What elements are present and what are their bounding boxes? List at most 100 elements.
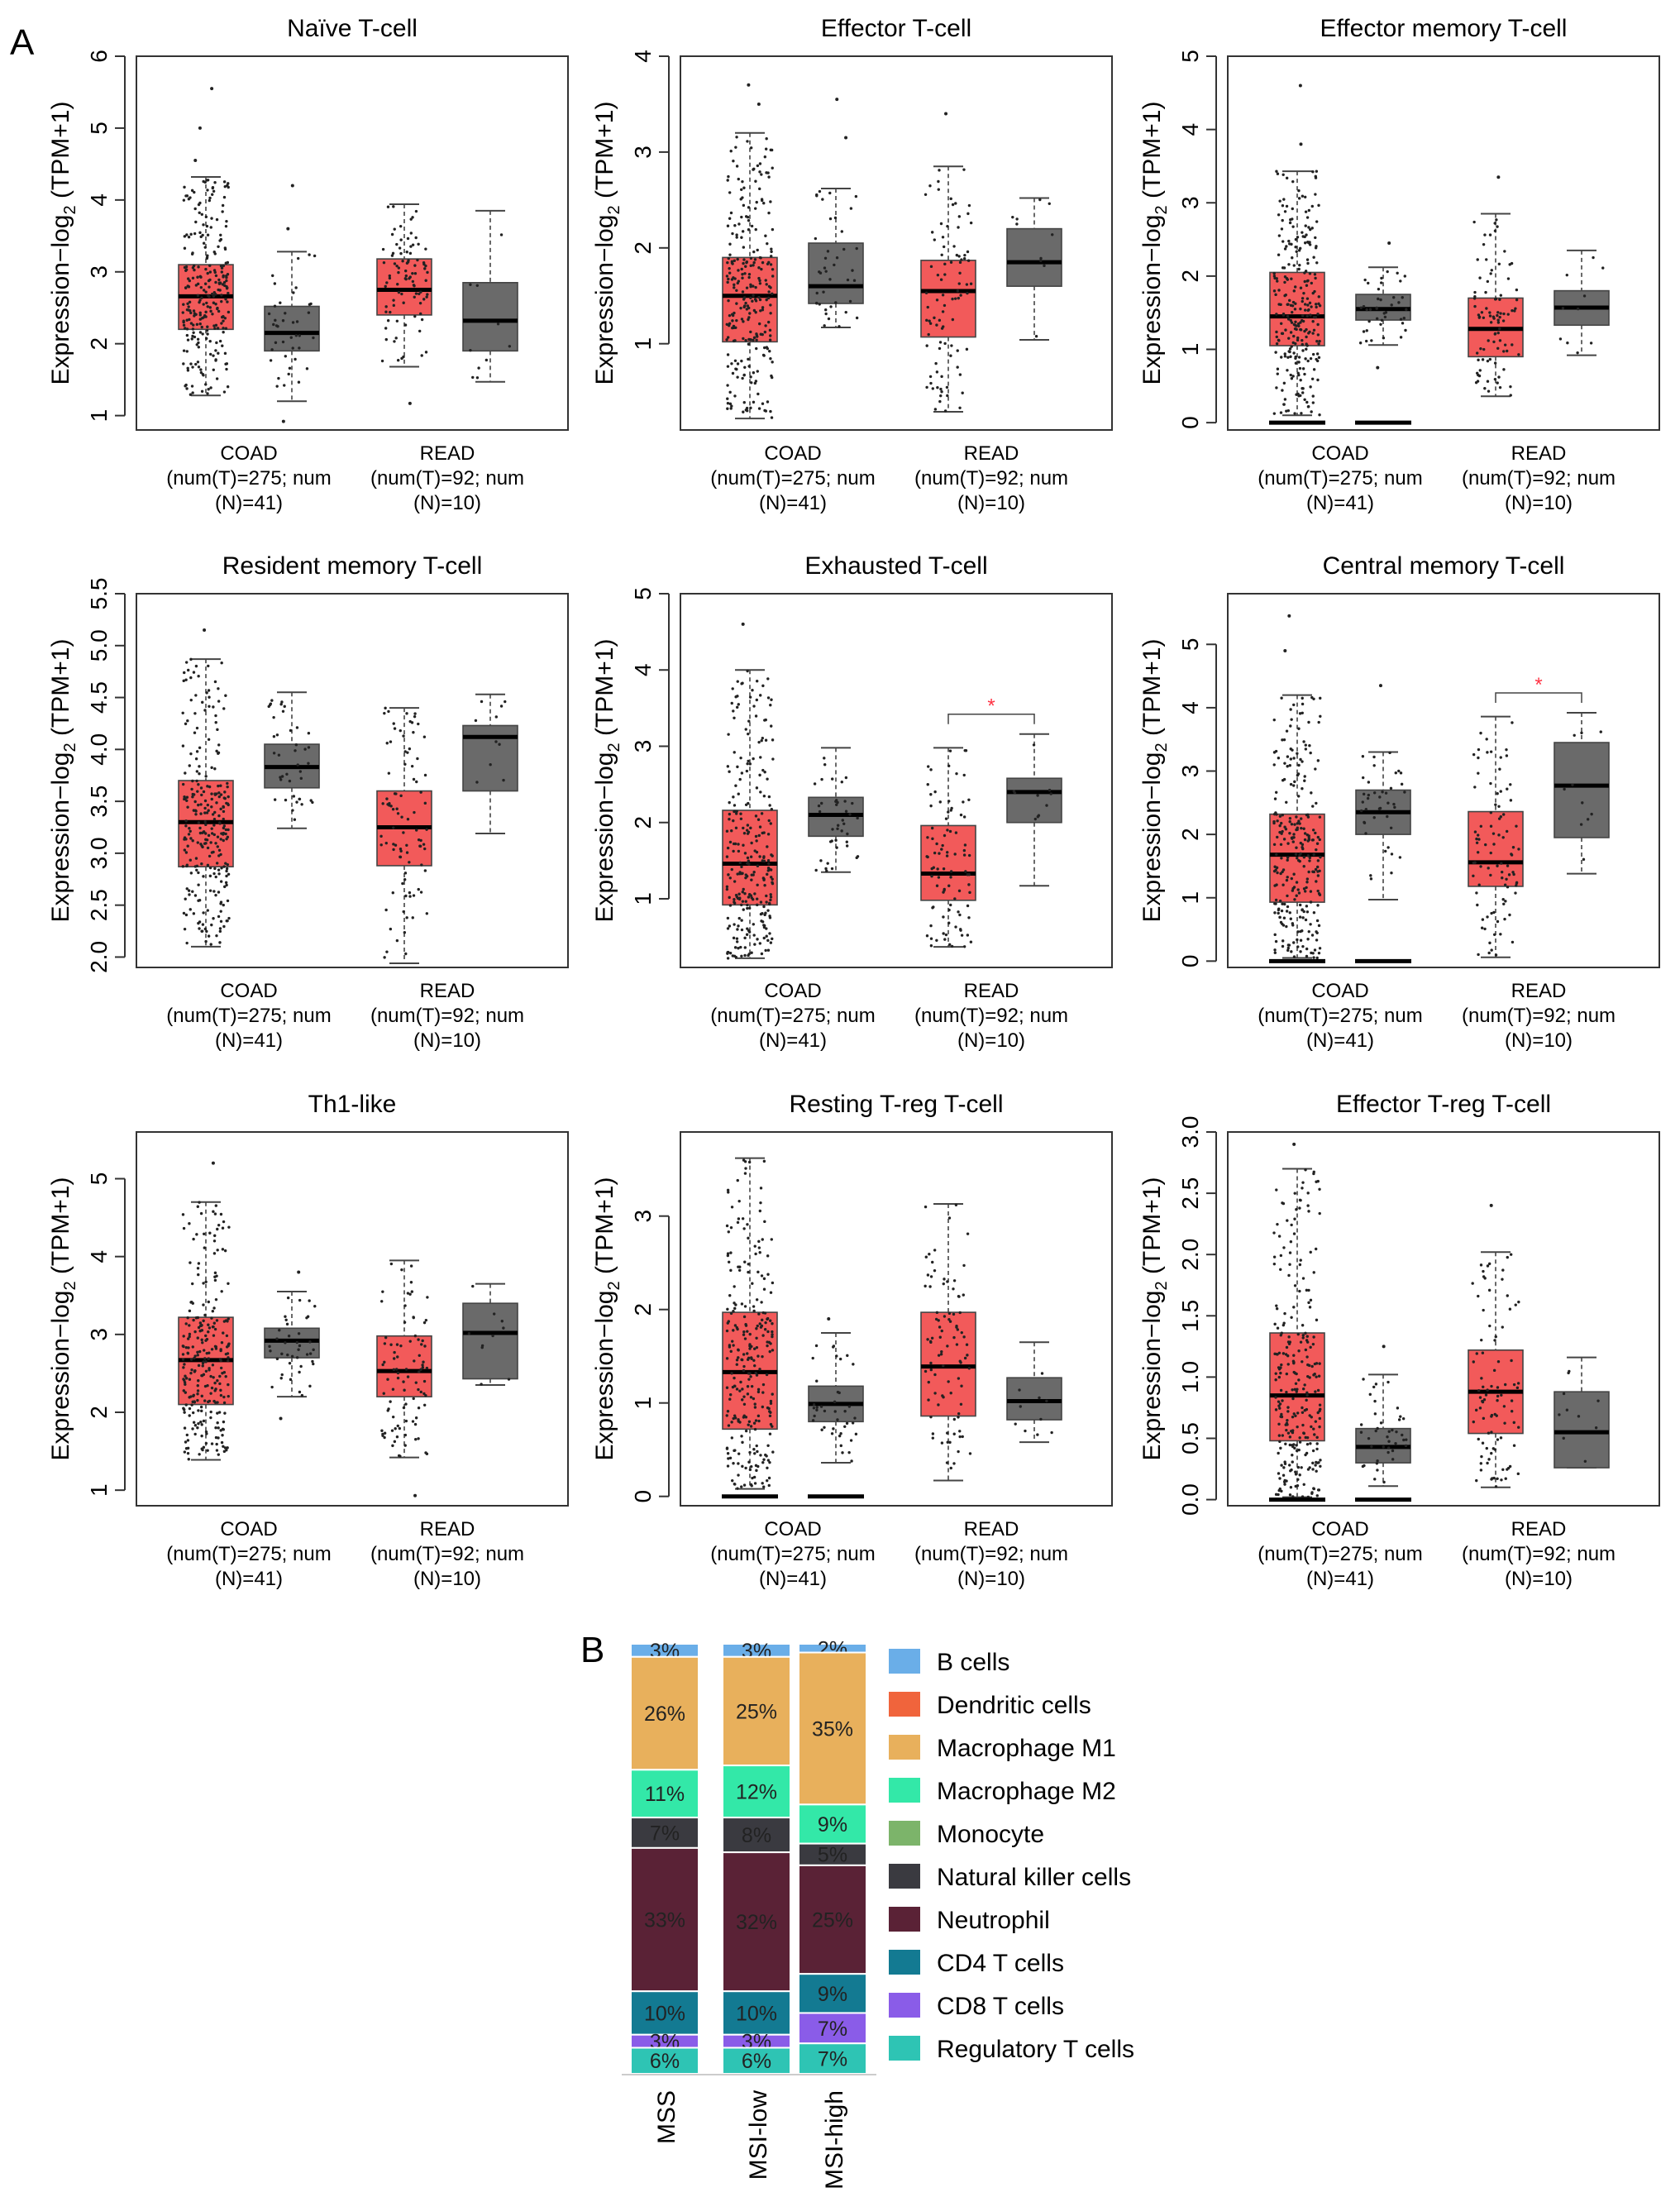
bar-segment bbox=[798, 2042, 867, 2075]
segment-label: 7% bbox=[650, 1822, 680, 1845]
jitter-points bbox=[725, 136, 775, 419]
segment-label: 25% bbox=[736, 1700, 777, 1723]
y-axis-label: Expression−log2 (TPM+1) bbox=[591, 102, 623, 385]
jitter-points bbox=[1472, 721, 1520, 957]
outlier-point bbox=[290, 184, 294, 188]
jitter-points bbox=[811, 1344, 858, 1463]
jitter-points bbox=[1558, 256, 1605, 355]
box-coad-normal bbox=[264, 1270, 320, 1421]
jitter-points bbox=[181, 179, 231, 396]
jitter-points bbox=[380, 205, 429, 363]
iqr-box bbox=[462, 1302, 518, 1380]
group-label: COAD bbox=[764, 980, 821, 1002]
group-label: READ bbox=[420, 442, 475, 465]
panel-title: Effector T-reg T-cell bbox=[1336, 1091, 1551, 1118]
y-tick-label: 2.5 bbox=[1177, 1177, 1203, 1210]
group-label: (num(T)=92; num bbox=[370, 467, 524, 490]
group-label: COAD bbox=[1311, 980, 1368, 1002]
jitter-points bbox=[469, 233, 512, 380]
jitter-points bbox=[181, 1201, 231, 1461]
group-label: (N)=41) bbox=[759, 492, 827, 514]
segment-label: 7% bbox=[818, 2048, 847, 2071]
group-label: READ bbox=[1511, 1518, 1567, 1540]
stacked-bar: 2%35%9%5%25%9%7%7%MSI-high bbox=[798, 1637, 867, 2190]
y-tick-label: 0.0 bbox=[1177, 1483, 1203, 1516]
jitter-points bbox=[1359, 1378, 1408, 1484]
box-read-normal bbox=[462, 209, 518, 383]
box-read-normal bbox=[1554, 712, 1610, 875]
jitter-points bbox=[379, 706, 429, 959]
y-tick-label: 0 bbox=[1177, 416, 1203, 429]
legend-label: Macrophage M2 bbox=[937, 1778, 1116, 1805]
y-tick-label: 1 bbox=[630, 337, 656, 351]
bar-segment bbox=[722, 2047, 791, 2075]
y-tick-label: 2.0 bbox=[1177, 1239, 1203, 1271]
box-coad-tumor bbox=[178, 628, 234, 948]
box-coad-normal bbox=[264, 691, 320, 829]
y-tick-label: 2 bbox=[86, 337, 112, 351]
group-label: (N)=41) bbox=[759, 1029, 827, 1052]
y-tick-label: 5.0 bbox=[86, 629, 112, 661]
bar-segment bbox=[630, 2047, 699, 2075]
iqr-box bbox=[722, 256, 778, 343]
y-tick-label: 3 bbox=[1177, 765, 1203, 778]
jitter-points bbox=[1558, 1369, 1600, 1463]
legend-swatch bbox=[889, 1735, 920, 1760]
stacked-bar: 3%26%11%7%33%10%3%6%MSS bbox=[630, 1640, 699, 2144]
outlier-point bbox=[1376, 365, 1380, 370]
box-read-tumor bbox=[920, 1203, 976, 1482]
panel-title: Th1-like bbox=[308, 1091, 397, 1118]
group-label: (N)=10) bbox=[413, 492, 481, 514]
panel-label-a: A bbox=[10, 22, 35, 63]
significance-bracket: * bbox=[1495, 674, 1582, 704]
group-label: (N)=10) bbox=[413, 1029, 481, 1052]
group-label: COAD bbox=[1311, 442, 1368, 465]
box-read-tumor bbox=[376, 203, 432, 405]
outlier-point bbox=[827, 1317, 831, 1321]
group-label: COAD bbox=[764, 442, 821, 465]
legend-swatch bbox=[889, 2036, 920, 2061]
y-axis-label: Expression−log2 (TPM+1) bbox=[47, 1177, 79, 1461]
group-label: (num(T)=275; num bbox=[1258, 467, 1422, 490]
box-read-normal bbox=[1006, 733, 1062, 887]
box-coad-normal bbox=[1355, 684, 1411, 963]
group-label: (num(T)=92; num bbox=[1462, 467, 1616, 490]
plot-frame bbox=[680, 1131, 1113, 1507]
y-tick-label: 5 bbox=[1177, 638, 1203, 651]
y-tick-label: 0.5 bbox=[1177, 1422, 1203, 1454]
y-tick-label: 5 bbox=[1177, 50, 1203, 63]
segment-label: 8% bbox=[742, 1824, 771, 1847]
y-tick-label: 1 bbox=[86, 1483, 112, 1497]
box-read-tumor bbox=[376, 706, 432, 964]
outlier-point bbox=[756, 102, 761, 106]
plot-frame bbox=[1227, 1131, 1660, 1507]
y-tick-label: 1 bbox=[1177, 891, 1203, 905]
box-coad-normal bbox=[808, 747, 864, 873]
y-tick-label: 4 bbox=[630, 50, 656, 63]
group-label: COAD bbox=[220, 442, 277, 465]
legend-label: Neutrophil bbox=[937, 1907, 1050, 1934]
y-tick-label: 4 bbox=[1177, 701, 1203, 714]
box-read-tumor bbox=[1468, 715, 1524, 958]
panel-title: Resident memory T-cell bbox=[222, 552, 483, 580]
group-label: (N)=41) bbox=[1306, 1568, 1374, 1590]
segment-label: 6% bbox=[650, 2050, 680, 2073]
y-tick-label: 2 bbox=[630, 1303, 656, 1316]
group-label: READ bbox=[964, 980, 1019, 1002]
group-label: (N)=41) bbox=[215, 1029, 283, 1052]
group-label: READ bbox=[964, 442, 1019, 465]
segment-label: 6% bbox=[742, 2050, 771, 2073]
bar-segment bbox=[630, 1817, 699, 1849]
panel-title: Effector T-cell bbox=[821, 15, 971, 42]
group-label: (num(T)=275; num bbox=[166, 1543, 331, 1565]
group-label: (N)=41) bbox=[1306, 1029, 1374, 1052]
segment-label: 10% bbox=[736, 2002, 777, 2025]
iqr-box bbox=[1006, 777, 1062, 824]
legend-swatch bbox=[889, 1778, 920, 1803]
box-coad-normal bbox=[264, 184, 320, 423]
segment-label: 11% bbox=[645, 1783, 685, 1806]
category-label: MSS bbox=[653, 2090, 680, 2144]
outlier-point bbox=[203, 628, 207, 632]
outlier-point bbox=[413, 1493, 418, 1497]
jitter-points bbox=[474, 700, 507, 784]
